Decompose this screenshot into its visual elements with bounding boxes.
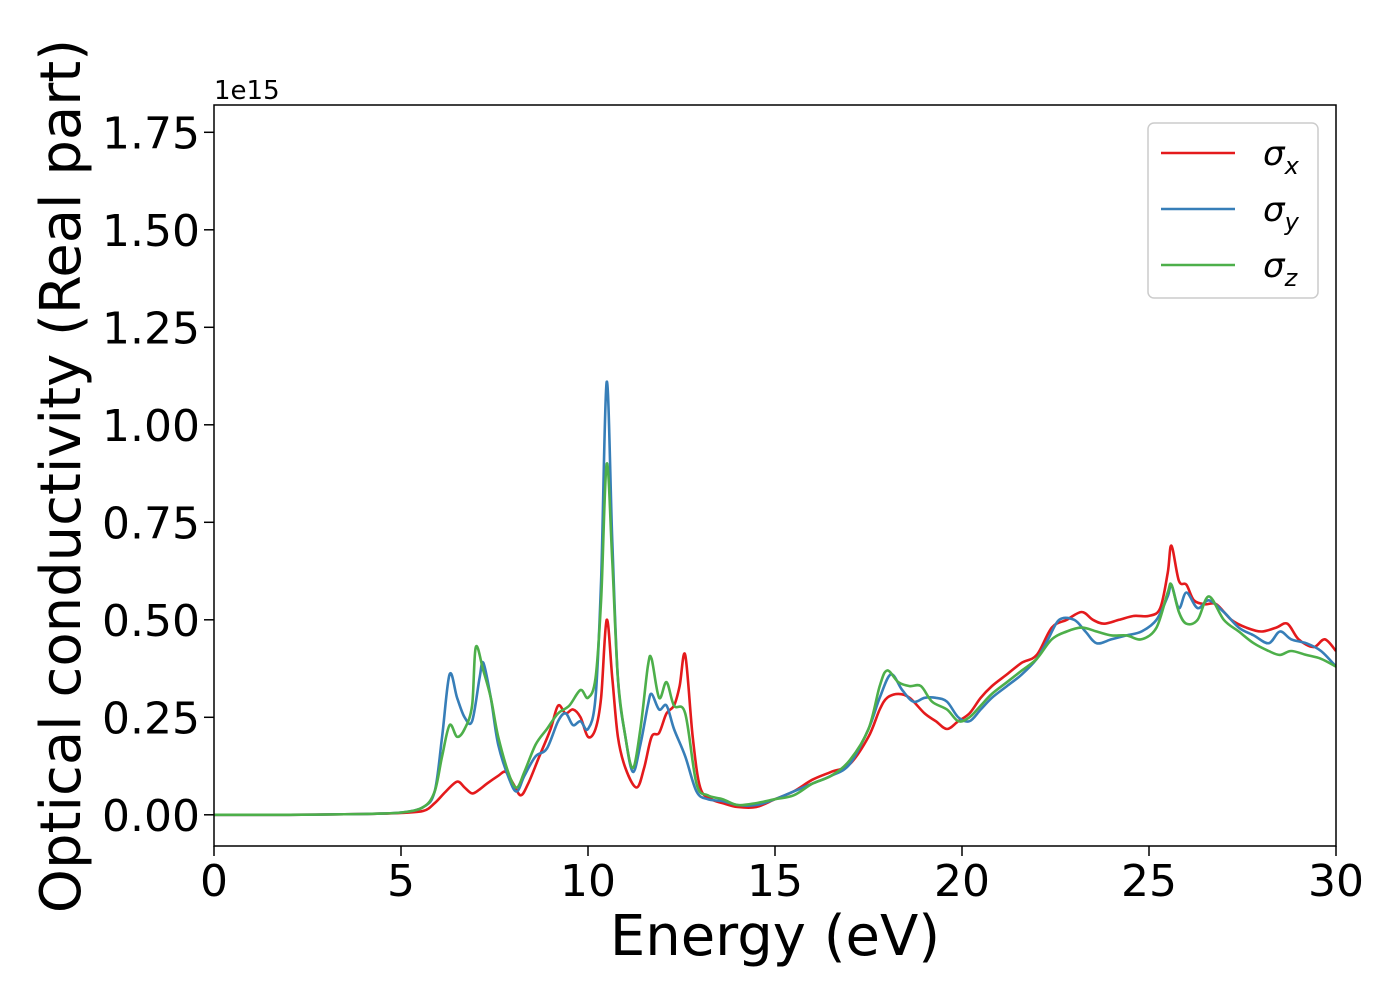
x-tick-label: 15: [747, 856, 803, 907]
series-line-sigma-x: [214, 544, 1336, 817]
y-tick-label: 0.25: [102, 693, 200, 744]
legend-symbol: σ: [1263, 246, 1286, 286]
legend-label-sigma-x: σx: [1263, 134, 1300, 180]
y-tick-label: 1.75: [102, 108, 200, 159]
y-offset-label: 1e15: [214, 76, 280, 106]
legend-symbol: σ: [1263, 134, 1286, 174]
legend-label-sigma-z: σz: [1263, 246, 1299, 292]
y-tick-label: 1.00: [102, 401, 200, 452]
series-line-sigma-y: [214, 380, 1336, 817]
x-axis-label: Energy (eV): [610, 904, 940, 969]
y-tick-label: 1.50: [102, 206, 200, 257]
x-tick-label: 30: [1308, 856, 1364, 907]
y-tick-label: 0.00: [102, 791, 200, 842]
y-tick-label: 0.50: [102, 596, 200, 647]
x-tick-label: 10: [560, 856, 616, 907]
y-axis-label: Optical conductivity (Real part): [29, 39, 94, 913]
x-tick-label: 25: [1121, 856, 1177, 907]
legend-box: [1147, 122, 1319, 299]
x-axis-ticks: 0 5 10 15 20 25 30: [200, 846, 1364, 907]
legend-symbol: σ: [1263, 190, 1286, 230]
legend-subscript: y: [1284, 208, 1300, 236]
y-axis-ticks: 0.00 0.25 0.50 0.75 1.00 1.25 1.50 1.75: [102, 108, 214, 842]
y-tick-label: 0.75: [102, 498, 200, 549]
x-tick-label: 5: [387, 856, 415, 907]
series-line-sigma-z: [214, 462, 1336, 817]
legend-subscript: x: [1284, 152, 1300, 180]
x-tick-label: 0: [200, 856, 228, 907]
y-tick-label: 1.25: [102, 303, 200, 354]
legend-label-sigma-y: σy: [1263, 190, 1300, 236]
x-tick-label: 20: [934, 856, 990, 907]
series-lines: [214, 380, 1336, 817]
legend-subscript: z: [1284, 264, 1299, 292]
